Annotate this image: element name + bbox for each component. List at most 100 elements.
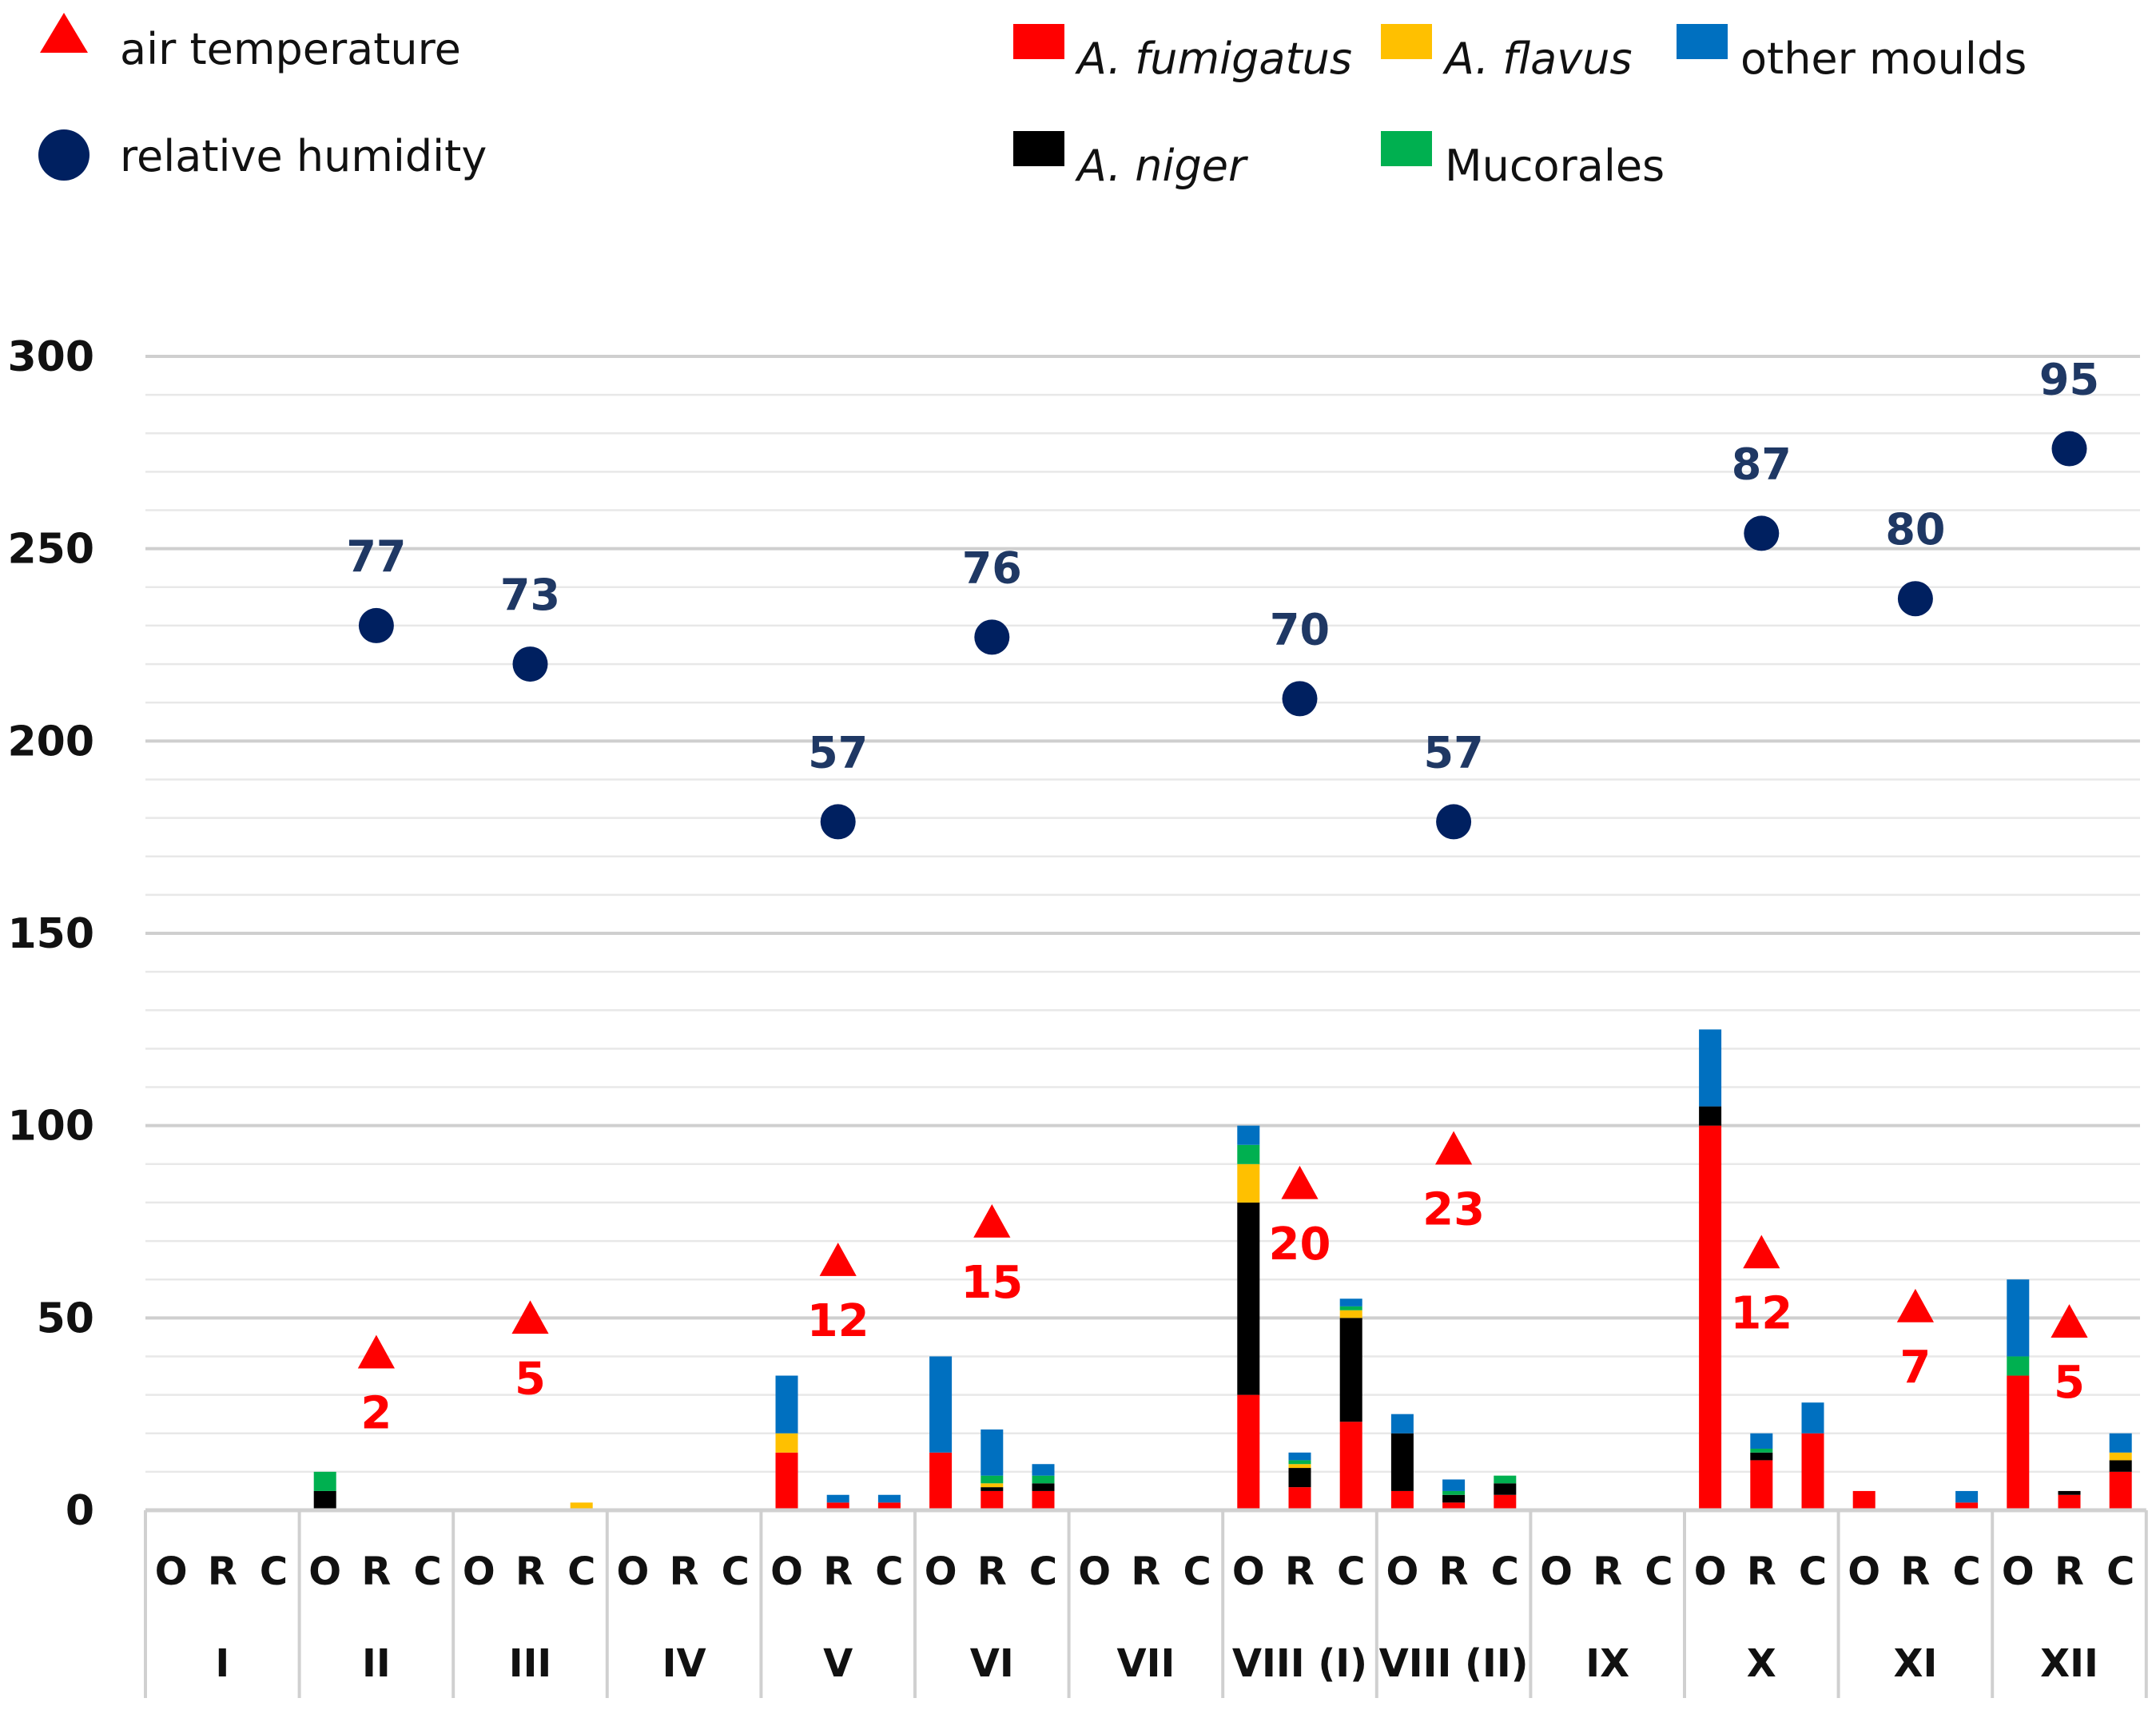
humidity-label: 76: [962, 543, 1022, 593]
bar-viii-i-o-a-flavus: [1237, 1163, 1260, 1203]
humidity-series: 77 73 57 76 70 57 87 80 95: [346, 355, 2099, 840]
humidity-point: [820, 804, 856, 840]
x-subcategory-label: O: [1694, 1549, 1727, 1594]
bar-viii-i-c-mucorales: [1339, 1306, 1362, 1310]
x-subcategory-label: C: [1337, 1549, 1365, 1594]
legend-swatch-a-flavus: [1381, 24, 1432, 59]
x-group-label: VIII (I): [1232, 1641, 1367, 1686]
x-subcategory-label: O: [155, 1549, 188, 1594]
x-subcategory-label: R: [515, 1549, 545, 1594]
humidity-point: [974, 619, 1010, 655]
bar-viii-i-r-a-fumigatus: [1288, 1487, 1311, 1510]
bar-viii-ii-r-a-niger: [1442, 1494, 1466, 1503]
x-subcategory-label: O: [463, 1549, 495, 1594]
bar-xi-c-a-fumigatus: [1955, 1502, 1979, 1510]
bar-xii-c-other-moulds: [2109, 1433, 2132, 1453]
legend-swatch-a-niger: [1013, 131, 1064, 166]
bar-x-r-a-niger: [1750, 1452, 1773, 1461]
x-subcategory-label: O: [616, 1549, 649, 1594]
bar-vi-o-other-moulds: [929, 1356, 953, 1453]
legend-label-mucorales: Mucorales: [1445, 141, 1665, 191]
x-group-label: II: [362, 1641, 391, 1686]
bar-v-r-a-fumigatus: [826, 1502, 849, 1510]
bar-viii-i-o-mucorales: [1237, 1144, 1260, 1164]
y-tick-label: 200: [7, 718, 94, 766]
humidity-point: [1744, 515, 1780, 551]
x-subcategory-label: R: [208, 1549, 237, 1594]
x-subcategory-label: O: [1232, 1549, 1265, 1594]
bar-viii-ii-r-a-fumigatus: [1442, 1502, 1466, 1510]
bar-x-o-a-fumigatus: [1699, 1125, 1722, 1510]
bar-xii-r-a-niger: [2058, 1490, 2081, 1495]
x-subcategory-label: C: [1952, 1549, 1980, 1594]
temperature-label: 20: [1269, 1219, 1331, 1271]
x-subcategory-label: C: [1491, 1549, 1519, 1594]
legend-label-a-flavus: A. flavus: [1442, 34, 1633, 84]
bar-xii-r-a-fumigatus: [2058, 1494, 2081, 1510]
bar-viii-ii-o-a-fumigatus: [1390, 1490, 1414, 1510]
legend-swatch-a-fumigatus: [1013, 24, 1064, 59]
temperature-label: 7: [1899, 1342, 1931, 1394]
temperature-point: [973, 1204, 1011, 1238]
bar-xii-o-other-moulds: [2007, 1279, 2030, 1357]
bar-viii-i-o-a-niger: [1237, 1202, 1260, 1395]
bar-xi-c-other-moulds: [1955, 1490, 1979, 1503]
bar-viii-i-r-other-moulds: [1288, 1452, 1311, 1461]
humidity-point: [1436, 804, 1472, 840]
x-group-label: I: [215, 1641, 229, 1686]
humidity-point: [2051, 431, 2087, 467]
bar-v-o-other-moulds: [775, 1375, 798, 1434]
legend-label-relative-humidity: relative humidity: [120, 131, 487, 181]
legend-swatch-mucorales: [1381, 131, 1432, 166]
bar-vi-c-other-moulds: [1032, 1464, 1055, 1476]
x-subcategory-label: O: [308, 1549, 341, 1594]
bar-viii-ii-c-a-fumigatus: [1494, 1494, 1517, 1510]
temperature-point: [2051, 1304, 2088, 1338]
bar-viii-i-o-a-fumigatus: [1237, 1394, 1260, 1510]
bar-v-c-other-moulds: [877, 1494, 901, 1503]
legend-label-other-moulds: other moulds: [1740, 34, 2027, 84]
legend-label-a-fumigatus: A. fumigatus: [1075, 34, 1352, 84]
bar-v-o-a-fumigatus: [775, 1452, 798, 1510]
humidity-label: 57: [808, 727, 868, 777]
temperature-point: [1743, 1235, 1780, 1269]
bar-ii-o-mucorales: [313, 1471, 336, 1491]
bar-x-c-a-fumigatus: [1801, 1433, 1824, 1510]
legend-label-a-niger: A. niger: [1075, 141, 1248, 191]
x-subcategory-label: C: [2106, 1549, 2134, 1594]
x-subcategory-label: O: [1386, 1549, 1418, 1594]
y-tick-label: 300: [7, 333, 94, 381]
temperature-point: [1281, 1165, 1319, 1199]
x-subcategory-label: C: [722, 1549, 750, 1594]
bar-xi-o-a-fumigatus: [1852, 1490, 1876, 1510]
bar-x-o-other-moulds: [1699, 1029, 1722, 1107]
x-subcategory-label: R: [361, 1549, 391, 1594]
x-subcategory-label: R: [1593, 1549, 1622, 1594]
x-subcategory-label: R: [1439, 1549, 1469, 1594]
x-subcategory-label: C: [875, 1549, 903, 1594]
humidity-point: [1897, 581, 1933, 617]
temperature-series: 2 5 12 15 20 23 12 7 5: [357, 1131, 2088, 1440]
x-subcategory-label: R: [1285, 1549, 1315, 1594]
x-subcategory-label: C: [1799, 1549, 1827, 1594]
x-subcategory-label: R: [1747, 1549, 1776, 1594]
humidity-point: [1282, 681, 1318, 717]
bar-v-c-a-fumigatus: [877, 1502, 901, 1510]
bar-xii-o-a-fumigatus: [2007, 1375, 2030, 1510]
bar-viii-ii-o-a-niger: [1390, 1433, 1414, 1491]
bar-v-r-other-moulds: [826, 1494, 849, 1503]
bar-xii-c-a-flavus: [2109, 1452, 2132, 1461]
temperature-label: 15: [961, 1257, 1023, 1309]
bar-x-r-a-fumigatus: [1750, 1460, 1773, 1510]
bar-vi-r-a-flavus: [981, 1483, 1004, 1488]
humidity-label: 95: [2039, 355, 2099, 405]
bar-x-c-other-moulds: [1801, 1402, 1824, 1434]
x-subcategory-label: O: [1848, 1549, 1880, 1594]
humidity-point: [512, 646, 548, 682]
bar-vi-r-mucorales: [981, 1475, 1004, 1484]
humidity-label: 87: [1732, 439, 1792, 489]
bar-vi-o-a-fumigatus: [929, 1452, 953, 1510]
x-subcategory-label: R: [1131, 1549, 1160, 1594]
temperature-point: [1435, 1131, 1473, 1165]
x-group-label: III: [509, 1641, 552, 1686]
